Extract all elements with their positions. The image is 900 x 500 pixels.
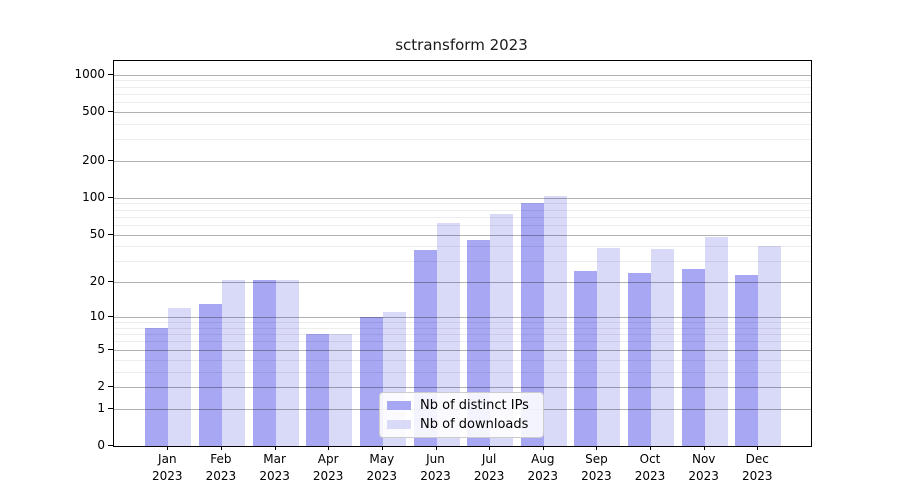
y-tick-mark (108, 316, 113, 318)
legend-label-distinct-ips: Nb of distinct IPs (420, 398, 529, 413)
gridline-minor (114, 123, 811, 125)
bar-distinct-ips-oct (628, 272, 651, 446)
gridline-minor (114, 93, 811, 95)
y-tick-label: 2 (97, 378, 105, 393)
y-tick-mark (108, 159, 113, 161)
bar-distinct-ips-aug (520, 203, 544, 446)
legend-label-downloads: Nb of downloads (420, 417, 529, 432)
gridline-minor (114, 139, 811, 141)
y-tick-label: 0 (97, 438, 105, 452)
x-tick-label-may: May 2023 (366, 452, 398, 483)
y-tick-mark (108, 233, 113, 235)
y-tick-mark (108, 348, 113, 350)
x-tick-mark (274, 446, 276, 450)
y-tick-mark (108, 196, 113, 198)
x-tick-label-mar: Mar 2023 (259, 452, 290, 483)
y-tick-label: 1000 (74, 66, 105, 81)
x-tick-label-sep: Sep 2023 (581, 452, 612, 483)
gridline-major (114, 197, 811, 199)
x-tick-label-jul: Jul 2023 (473, 452, 505, 483)
x-tick-label-dec: Dec 2023 (742, 452, 773, 483)
bar-downloads-oct (651, 249, 674, 446)
bar-downloads-jun (436, 223, 460, 446)
bar-distinct-ips-may (359, 317, 383, 446)
x-tick-label-jan: Jan 2023 (152, 452, 183, 483)
bar-downloads-mar (275, 279, 299, 446)
y-tick-mark (108, 407, 113, 409)
x-tick-mark (703, 446, 705, 450)
x-tick-label-nov: Nov 2023 (688, 452, 719, 483)
legend-swatch-downloads-icon (387, 420, 411, 429)
y-tick-mark (108, 385, 113, 387)
gridline-major (114, 234, 811, 236)
x-tick-mark (596, 446, 598, 450)
plot-area (113, 60, 812, 447)
y-tick-label: 100 (82, 189, 105, 204)
y-tick-mark (108, 73, 113, 75)
x-tick-mark (757, 446, 759, 450)
gridline-minor (114, 80, 811, 82)
bar-distinct-ips-sep (574, 270, 598, 446)
x-tick-label-aug: Aug 2023 (527, 452, 559, 483)
gridline-minor (114, 216, 811, 218)
gridline-major (114, 111, 811, 113)
gridline-minor (114, 101, 811, 103)
x-tick-label-feb: Feb 2023 (205, 452, 237, 483)
y-tick-mark (108, 110, 113, 112)
y-tick-mark (108, 445, 113, 446)
y-tick-label: 200 (82, 152, 105, 167)
x-tick-mark (328, 446, 330, 450)
x-tick-mark (435, 446, 437, 450)
bar-distinct-ips-dec (735, 275, 759, 446)
y-tick-mark (108, 281, 113, 283)
legend-item-downloads: Nb of downloads (380, 417, 543, 432)
chart-title: sctransform 2023 (395, 36, 528, 54)
gridline-minor (114, 86, 811, 88)
legend-swatch-distinct-ips-icon (387, 401, 411, 410)
gridline-minor (114, 209, 811, 211)
x-tick-mark (489, 446, 491, 450)
bar-downloads-apr (329, 334, 353, 446)
bar-distinct-ips-nov (681, 268, 705, 446)
gridline-minor (114, 203, 811, 205)
bar-distinct-ips-apr (306, 334, 330, 446)
bar-distinct-ips-mar (252, 279, 276, 446)
gridline-major (114, 160, 811, 162)
x-tick-mark (167, 446, 169, 450)
gridline-minor (114, 224, 811, 226)
x-tick-mark (650, 446, 651, 450)
x-tick-label-apr: Apr 2023 (312, 452, 344, 483)
gridline-major (114, 74, 811, 76)
bar-distinct-ips-feb (198, 304, 222, 446)
bar-downloads-jul (490, 213, 514, 446)
x-tick-label-oct: Oct 2023 (634, 452, 666, 483)
x-tick-label-jun: Jun 2023 (420, 452, 451, 483)
bar-downloads-feb (221, 279, 245, 446)
bar-distinct-ips-jan (145, 327, 169, 446)
x-tick-mark (381, 446, 383, 450)
x-tick-mark (542, 446, 544, 450)
bar-downloads-nov (704, 236, 728, 446)
y-tick-label: 500 (82, 103, 105, 118)
bar-downloads-sep (597, 247, 621, 446)
y-tick-label: 1 (97, 400, 105, 415)
legend-item-distinct-ips: Nb of distinct IPs (380, 398, 543, 413)
bar-downloads-dec (758, 246, 782, 446)
y-tick-label: 20 (89, 274, 105, 289)
bar-downloads-jan (168, 308, 192, 446)
y-tick-label: 50 (89, 226, 105, 241)
bar-downloads-aug (543, 196, 567, 446)
y-tick-label: 10 (89, 309, 105, 324)
legend: Nb of distinct IPs Nb of downloads (379, 392, 544, 438)
x-tick-mark (220, 446, 222, 450)
y-tick-label: 5 (97, 341, 105, 356)
